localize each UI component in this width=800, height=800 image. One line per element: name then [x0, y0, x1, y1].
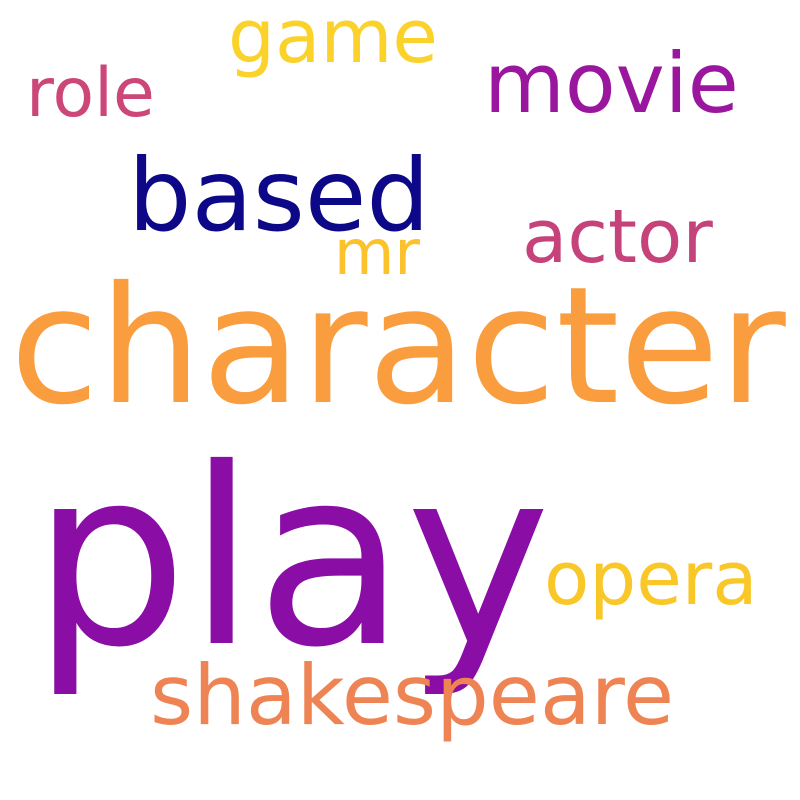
word-movie: movie: [484, 35, 739, 132]
word-opera: opera: [544, 536, 758, 622]
word-character: character: [10, 253, 786, 441]
word-actor: actor: [522, 194, 713, 280]
word-play: play: [32, 416, 551, 701]
word-game: game: [228, 0, 438, 80]
word-based: based: [128, 137, 430, 254]
word-mr: mr: [334, 216, 420, 289]
word-shakespeare: shakespeare: [150, 647, 675, 744]
word-role: role: [26, 54, 155, 133]
